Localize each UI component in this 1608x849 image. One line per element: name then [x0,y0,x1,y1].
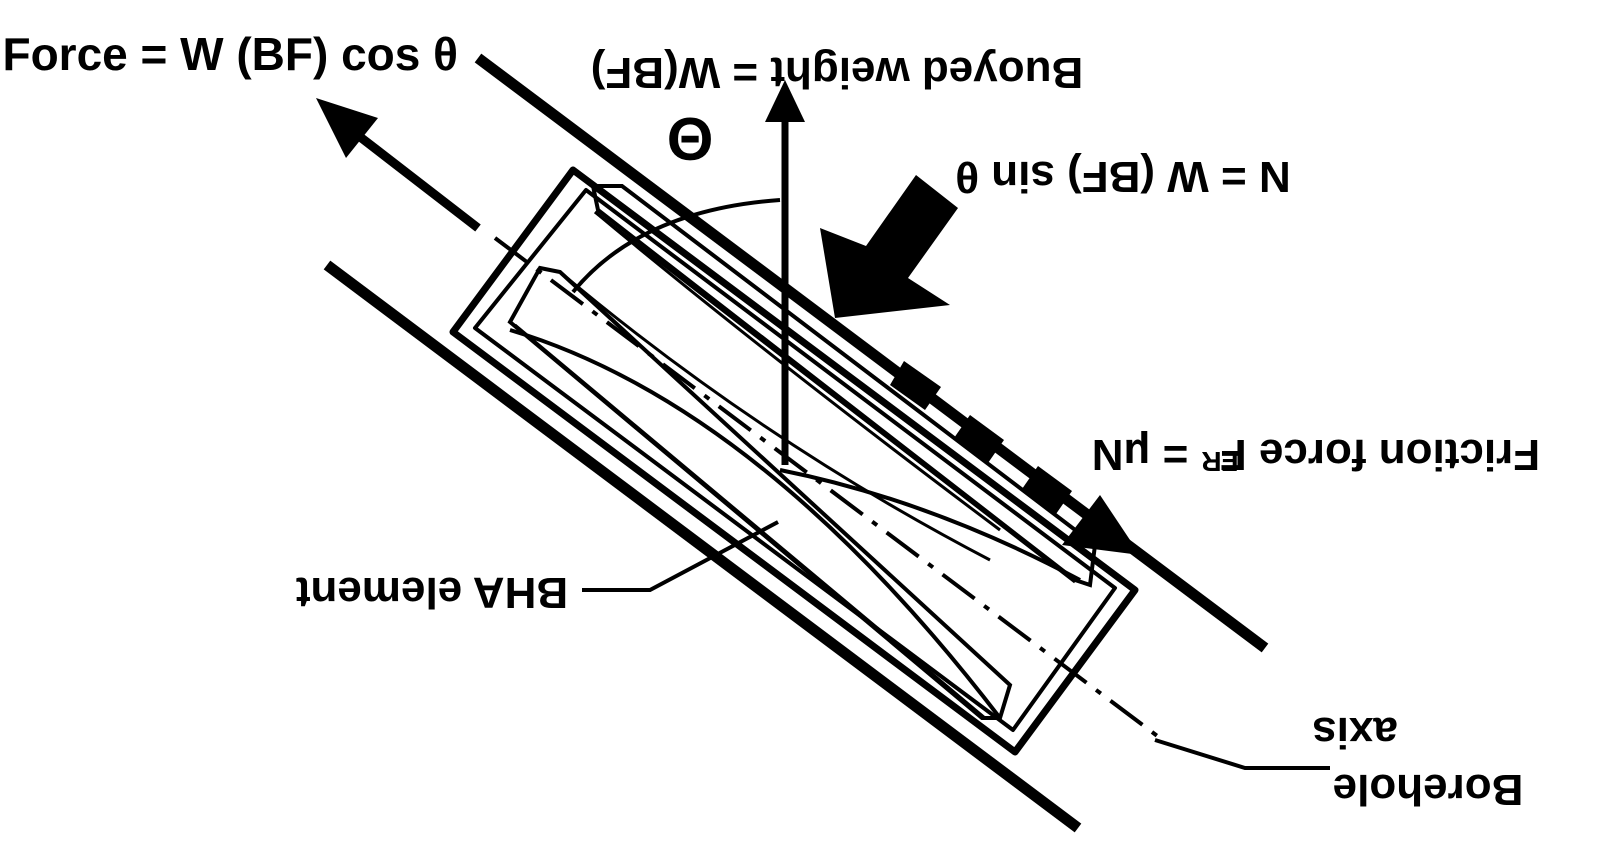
friction-force-label: Friction force F FR = μN [1092,430,1540,479]
friction-force-arrow [890,361,1140,555]
buoyed-weight-label: Buoyed weight = W(BF) [591,48,1084,97]
borehole-wall-lower [323,260,1082,833]
axial-force-arrow [316,98,481,232]
theta-angle-arc [571,198,781,294]
axial-force-label: Force = W (BF) cos θ [2,28,458,80]
friction-force-text: Friction force F [1220,430,1540,479]
theta-label: Θ [667,105,714,172]
bha-element-leader [582,520,779,592]
borehole-axis-leader [1154,738,1330,770]
friction-force-equation: = μN [1092,430,1189,479]
bha-element-body [449,166,1139,756]
friction-force-subscript: FR [1201,446,1238,477]
borehole-axis-label-line2: axis [1312,708,1398,757]
buoyed-weight-arrow [765,80,805,465]
borehole-axis-label-line1: Borehole [1333,765,1524,814]
normal-force-label: N = W (BF) sin θ [955,152,1290,201]
normal-force-arrow [820,175,958,318]
bha-element-label: BHA element [296,568,569,617]
